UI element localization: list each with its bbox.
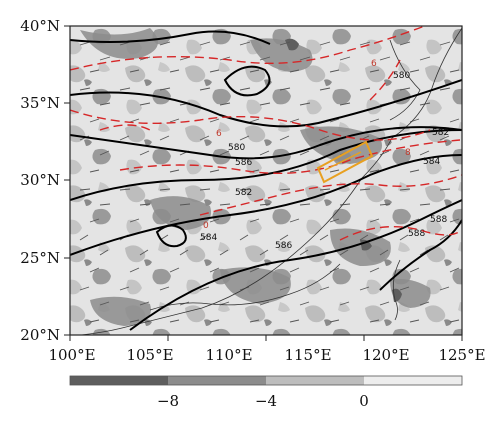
geopotential-contours [70,30,462,331]
colorbar-segment [266,376,364,385]
contour-label: 586 [235,158,252,168]
contour-label: 584 [200,233,217,243]
red-contour-label: 8 [405,148,411,158]
contour-label: 580 [228,143,245,153]
lat-tick-label: 30°N [20,171,60,189]
map-panel: 580 582 584 584 586 586 588 580 582 588 … [70,26,462,335]
colorbar-label: 0 [359,392,369,410]
contour-label: 582 [235,188,252,198]
colorbar: −8 −4 0 [69,375,463,410]
lon-tick-label: 100°E [48,346,95,364]
contour-label: 588 [430,215,447,225]
lon-tick-label: 110°E [205,346,252,364]
lat-tick-label: 40°N [20,17,60,35]
colorbar-segment [364,376,462,385]
highlight-region-box [316,140,374,184]
colorbar-frame [69,375,463,386]
longitude-labels: 100°E 105°E 110°E 115°E 120°E 125°E [48,346,485,364]
red-contour-label: 6 [371,59,377,69]
colorbar-label: −8 [157,392,179,410]
colorbar-segment [70,376,168,385]
axis-ticks [64,25,463,341]
contour-label: 580 [393,71,410,81]
contour-label: 584 [423,157,440,167]
lat-tick-label: 25°N [20,249,60,267]
red-contour-labels: 6 6 0 8 [203,59,411,231]
coastlines [77,27,462,335]
lon-tick-label: 120°E [362,346,409,364]
red-contour-label: 0 [203,221,209,231]
red-contour-label: 6 [216,129,222,139]
lat-tick-label: 35°N [20,94,60,112]
lon-tick-label: 125°E [438,346,485,364]
lon-tick-label: 105°E [126,346,173,364]
black-contour-labels: 580 582 584 584 586 586 588 580 582 588 [200,71,449,251]
colorbar-label: −4 [255,392,277,410]
contour-label: 582 [432,128,449,138]
colorbar-segment [168,376,266,385]
temperature-anomaly-contours [70,26,462,241]
wind-barbs [79,41,460,323]
highlight-region-inner-box [324,151,362,171]
lon-tick-label: 115°E [284,346,331,364]
contour-label: 586 [275,241,292,251]
contour-label: 588 [408,229,425,239]
latitude-labels: 40°N 35°N 30°N 25°N 20°N [20,17,60,344]
lat-tick-label: 20°N [20,326,60,344]
